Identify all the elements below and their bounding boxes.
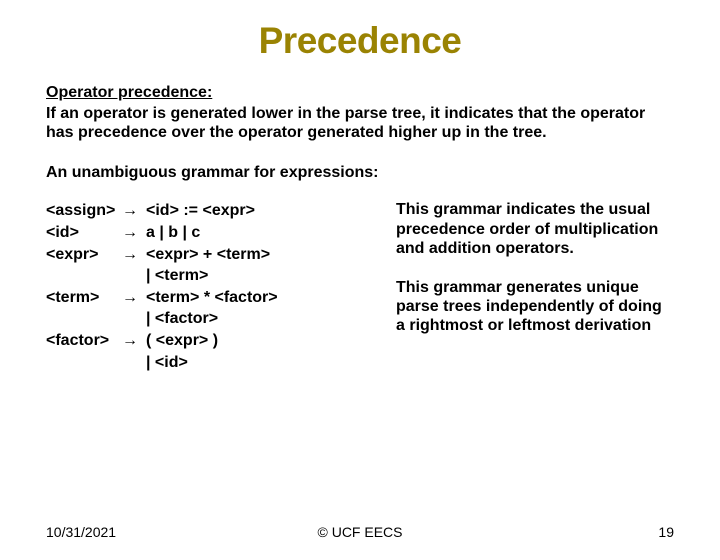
content-columns: <assign> → <id> := <expr> <id> → a | b |…	[46, 200, 674, 373]
grammar-lhs: <term>	[46, 287, 122, 309]
commentary-text: This grammar generates unique parse tree…	[396, 278, 674, 336]
commentary-block: This grammar indicates the usual precede…	[396, 200, 674, 373]
grammar-alt: | <factor>	[146, 308, 366, 330]
grammar-alt: | <id>	[146, 352, 366, 374]
grammar-rhs: ( <expr> )	[146, 330, 218, 352]
grammar-rule: <term> → <term> * <factor>	[46, 287, 366, 309]
arrow-icon: →	[122, 287, 146, 309]
arrow-icon: →	[122, 244, 146, 266]
grammar-rule: <id> → a | b | c	[46, 222, 366, 244]
grammar-lhs: <factor>	[46, 330, 122, 352]
arrow-icon: →	[122, 330, 146, 352]
footer: 10/31/2021 © UCF EECS 19	[46, 524, 674, 540]
arrow-icon: →	[122, 200, 146, 222]
intro-text: If an operator is generated lower in the…	[46, 104, 674, 142]
section-header: Operator precedence:	[46, 84, 720, 102]
grammar-alt: | <term>	[146, 265, 366, 287]
grammar-rule: <assign> → <id> := <expr>	[46, 200, 366, 222]
grammar-block: <assign> → <id> := <expr> <id> → a | b |…	[46, 200, 366, 373]
grammar-lhs: <assign>	[46, 200, 122, 222]
grammar-rhs: <term> * <factor>	[146, 287, 278, 309]
arrow-icon: →	[122, 222, 146, 244]
grammar-rule: <factor> → ( <expr> )	[46, 330, 366, 352]
grammar-rhs: <id> := <expr>	[146, 200, 255, 222]
slide: Precedence Operator precedence: If an op…	[0, 20, 720, 560]
grammar-rhs: a | b | c	[146, 222, 200, 244]
grammar-rhs: <expr> + <term>	[146, 244, 270, 266]
slide-title: Precedence	[0, 20, 720, 62]
grammar-lhs: <expr>	[46, 244, 122, 266]
commentary-text: This grammar indicates the usual precede…	[396, 200, 674, 258]
footer-copyright: © UCF EECS	[46, 524, 674, 540]
grammar-lhs: <id>	[46, 222, 122, 244]
grammar-rule: <expr> → <expr> + <term>	[46, 244, 366, 266]
subhead: An unambiguous grammar for expressions:	[46, 164, 720, 182]
